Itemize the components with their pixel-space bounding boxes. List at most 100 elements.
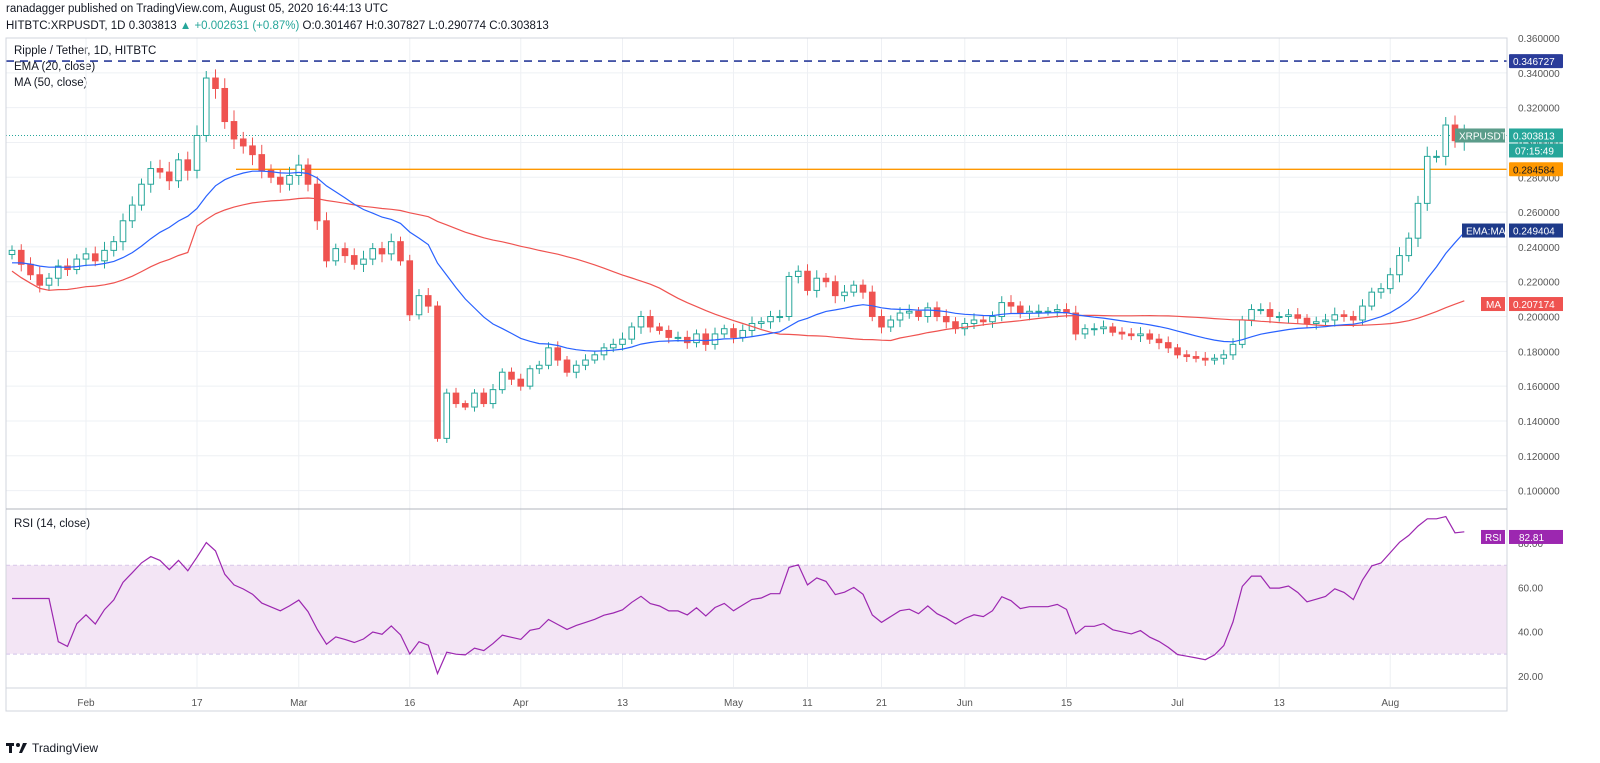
- candle: [785, 271, 793, 321]
- candle-body: [1220, 354, 1228, 359]
- candle: [184, 151, 192, 181]
- candle-body: [1155, 338, 1163, 344]
- candle-body: [332, 248, 340, 262]
- candle-body: [1100, 326, 1107, 330]
- candle-body: [1349, 316, 1357, 321]
- candle-body: [508, 371, 515, 380]
- candle-body: [498, 371, 506, 391]
- candle: [896, 307, 904, 328]
- candle: [1266, 302, 1274, 324]
- candle-body: [128, 204, 136, 222]
- y-tick-label: 0.320000: [1518, 104, 1560, 115]
- rsi-badge: [1481, 529, 1505, 544]
- price-badge-label: 0.303813: [1513, 131, 1555, 142]
- candle: [517, 373, 525, 391]
- candle: [360, 250, 367, 272]
- legend-title[interactable]: Ripple / Tether, 1D, HITBTC: [14, 45, 157, 57]
- candle: [905, 304, 913, 319]
- candle-body: [82, 253, 90, 260]
- candle: [1090, 323, 1098, 336]
- candle: [1220, 349, 1228, 365]
- candle-body: [212, 77, 219, 89]
- candle: [128, 196, 136, 229]
- candle: [1183, 350, 1191, 363]
- candle-body: [609, 343, 617, 349]
- candle: [600, 343, 608, 361]
- candle-body: [730, 328, 737, 338]
- candle-body: [434, 305, 441, 439]
- candle-body: [1340, 314, 1348, 318]
- rsi-tick-label: 60.00: [1518, 583, 1543, 594]
- candle: [239, 131, 247, 154]
- candle: [202, 70, 210, 142]
- y-tick-label: 0.180000: [1518, 347, 1560, 358]
- candle-body: [471, 392, 478, 408]
- candle: [350, 248, 358, 270]
- candle-body: [258, 154, 266, 171]
- plot-frame: [5, 37, 1508, 712]
- candle: [452, 387, 460, 408]
- candle: [156, 159, 164, 179]
- symbol-badge-label: XRPUSDT: [1459, 131, 1507, 142]
- candle-body: [489, 389, 497, 405]
- candle: [1174, 344, 1181, 359]
- candle-body: [175, 159, 182, 182]
- legend-rsi[interactable]: RSI (14, close): [14, 518, 91, 530]
- x-tick-label: 17: [191, 698, 203, 709]
- candle: [1248, 304, 1255, 327]
- candle-body: [1359, 305, 1366, 321]
- candle-body: [1423, 155, 1431, 204]
- y-tick-label: 0.160000: [1518, 382, 1560, 393]
- candle-body: [452, 392, 460, 405]
- countdown-badge: [1509, 143, 1563, 158]
- candle: [656, 322, 663, 335]
- candle-body: [17, 249, 25, 265]
- candle: [313, 176, 321, 230]
- candle: [1211, 354, 1218, 365]
- candle: [1377, 283, 1385, 299]
- legend-ema[interactable]: EMA (20, close): [14, 61, 96, 73]
- candle: [526, 365, 534, 390]
- candle: [628, 322, 636, 344]
- candle-body: [202, 77, 210, 136]
- candle-body: [572, 364, 580, 373]
- candle: [276, 170, 284, 193]
- candle-body: [1146, 333, 1154, 340]
- footer[interactable]: TradingView: [6, 741, 98, 755]
- candle: [563, 355, 571, 377]
- candle-body: [184, 159, 192, 171]
- legend-ma[interactable]: MA (50, close): [14, 77, 88, 89]
- candle-body: [1044, 310, 1052, 313]
- ema-badge-label: EMA:MA: [1466, 227, 1506, 238]
- candle: [933, 301, 941, 322]
- candle-body: [961, 322, 969, 330]
- candle: [267, 164, 275, 184]
- last-price: 0.303813: [128, 20, 177, 32]
- candle: [998, 296, 1006, 322]
- candle: [1322, 313, 1329, 327]
- candle: [212, 69, 219, 99]
- countdown-label: 07:15:49: [1515, 146, 1554, 157]
- y-tick-label: 0.360000: [1518, 34, 1560, 45]
- candle-body: [369, 248, 377, 260]
- rsi-tick-label: 40.00: [1518, 628, 1543, 639]
- candle-body: [1118, 331, 1126, 335]
- publisher-info: ranadagger published on TradingView.com,…: [6, 3, 389, 15]
- candle-body: [665, 329, 673, 338]
- candle: [508, 367, 515, 386]
- price-badge: [1509, 128, 1563, 143]
- candle: [776, 309, 784, 323]
- x-tick-label: May: [724, 698, 743, 709]
- candle: [387, 233, 395, 261]
- candle: [813, 270, 821, 298]
- tradingview-brand: TradingView: [32, 741, 99, 755]
- candle-body: [637, 316, 645, 328]
- candle-body: [1331, 314, 1339, 321]
- candle-body: [563, 359, 571, 373]
- candle-body: [1053, 309, 1061, 312]
- candle: [27, 257, 34, 280]
- candle: [619, 332, 626, 351]
- candle: [683, 330, 691, 349]
- ma-badge-label: MA: [1486, 300, 1501, 311]
